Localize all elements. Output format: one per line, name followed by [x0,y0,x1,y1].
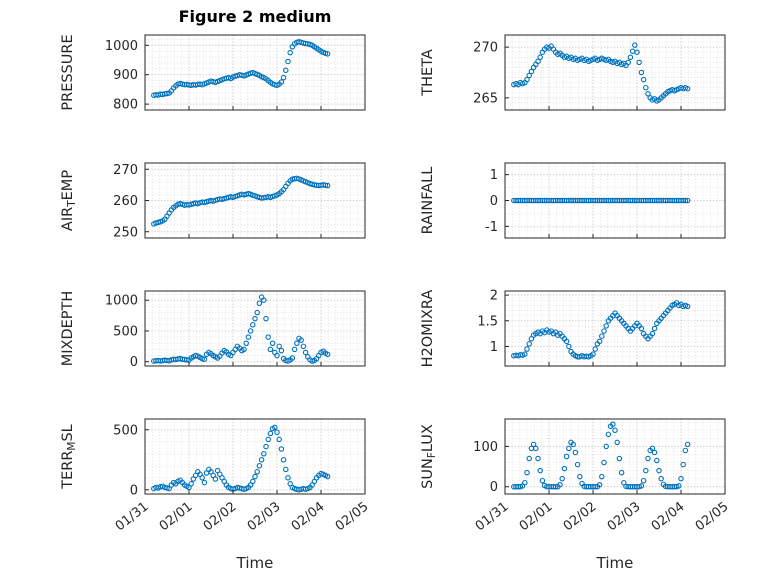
xtick-label: 02/02 [201,499,240,534]
subplot-terr-msl: 0 500 01/31 02/01 02/02 02/03 02/04 02/05 TERRMS… [60,418,372,534]
xtick-label: 02/03 [245,499,284,534]
y-axis-label-terr-msl: TERRMSL [60,424,78,490]
y-axis-label-pressure: PRESSURE [60,34,76,110]
data-series-rainfall [511,197,691,204]
ytick-label: -1 [485,220,498,235]
ytick-label: 1000 [105,294,138,309]
y-axis-label-rainfall: RAINFALL [420,167,436,235]
y-axis-label-mixdepth: MIXDEPTH [60,291,76,367]
ytick-label: 500 [113,423,138,438]
ytick-label: 100 [473,440,498,455]
x-axis-label-time-col1: Time [596,554,634,572]
xtick-label: 02/02 [561,499,600,534]
ytick-label: 270 [113,163,138,178]
xtick-label: 02/05 [333,499,372,534]
y-axis-label-sun-flux: SUNFLUX [420,424,438,489]
y-axis-label-h2omixra: H2OMIXRA [420,290,436,368]
ytick-label: 1 [490,168,498,183]
ytick-label: 0 [130,483,138,498]
data-series-mixdepth [151,294,331,364]
ytick-label: 2 [490,289,498,304]
ytick-label: 0 [130,355,138,370]
data-series-sun-flux [511,421,691,490]
xtick-label: 01/31 [473,499,512,534]
ytick-label: 1.5 [477,314,498,329]
subplot-air-temp: 250 260 270 AIRTEMP [60,162,366,240]
ytick-label: 270 [473,41,498,56]
y-axis-label-theta: THETA [420,49,436,97]
subplot-rainfall: -1 0 1 RAINFALL [420,162,726,239]
subplot-mixdepth: 0 500 1000 MIXDEPTH [60,290,366,370]
data-series-air-temp [151,175,331,227]
ytick-label: 0 [490,194,498,209]
ytick-label: 500 [113,324,138,339]
xtick-label: 01/31 [113,499,152,534]
xtick-label: 02/04 [649,499,688,534]
xtick-label: 02/01 [157,499,196,534]
subplot-h2omixra: 1 1.5 2 H2OMIXRA [420,289,726,368]
data-series-h2omixra [511,300,691,360]
data-series-theta [511,42,691,104]
x-axis-label-time-col0: Time [236,554,274,572]
ytick-label: 0 [490,480,498,495]
xtick-label: 02/05 [693,499,732,534]
xtick-label: 02/01 [517,499,556,534]
subplot-sun-flux: 0 100 01/31 02/01 02/02 02/03 02/04 02/05 SUNFLU… [420,418,732,534]
figure-title: Figure 2 medium [178,7,332,26]
ytick-label: 1000 [105,39,138,54]
xtick-label: 02/04 [289,499,328,534]
data-series-terr-msl [151,424,331,493]
ytick-label: 1 [490,340,498,355]
subplot-pressure: 800 900 1000 PRESSURE [60,34,366,113]
ytick-label: 260 [113,194,138,209]
xtick-label: 02/03 [605,499,644,534]
ytick-label: 900 [113,68,138,83]
data-series-pressure [151,39,331,99]
ytick-label: 800 [113,98,138,113]
y-axis-label-air-temp: AIRTEMP [60,170,78,231]
ytick-label: 250 [113,225,138,240]
ytick-label: 265 [473,91,498,106]
subplot-theta: 265 270 THETA [420,34,726,111]
